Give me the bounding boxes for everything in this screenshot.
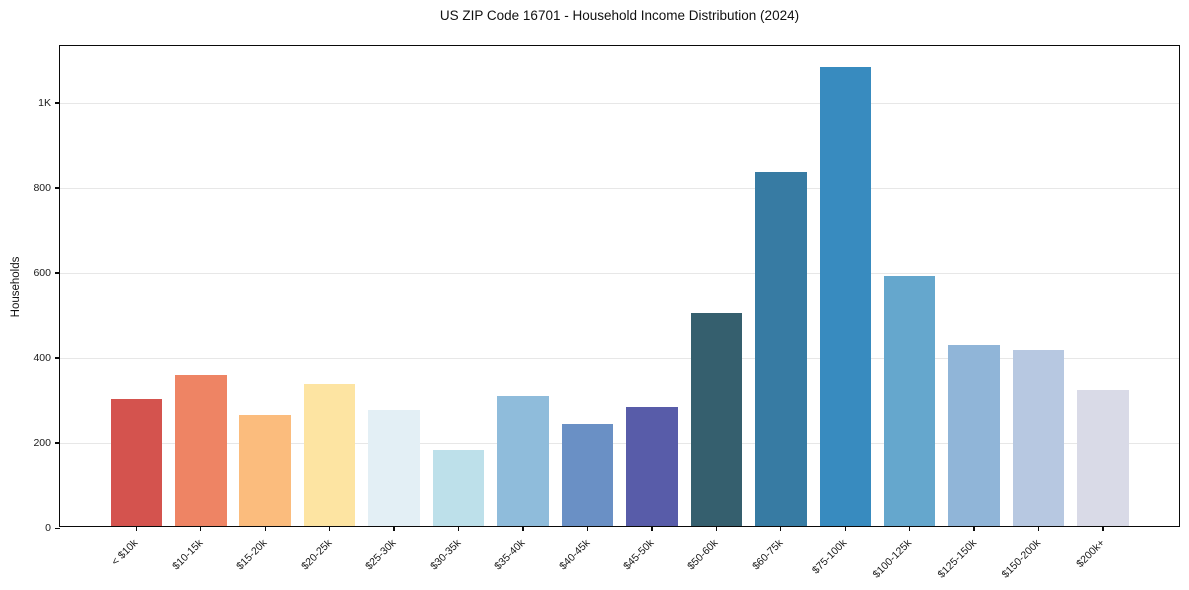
- x-tick-label: $40-45k: [556, 537, 592, 573]
- bar-200k: [1077, 389, 1129, 526]
- y-tick-label: 0: [45, 521, 51, 534]
- x-tick-mark: [522, 526, 524, 531]
- x-tick-label: $30-35k: [427, 537, 464, 573]
- x-tick-mark: [715, 526, 718, 531]
- y-tick-mark: [55, 357, 60, 359]
- x-tick-label: $35-40k: [492, 537, 528, 573]
- y-tick-mark: [55, 187, 60, 189]
- x-tick-mark: [780, 526, 782, 531]
- x-tick-label: $60-75k: [749, 537, 786, 573]
- x-tick-label: $50-60k: [685, 537, 721, 573]
- x-tick-label: < $10k: [109, 537, 141, 568]
- x-tick-mark: [973, 526, 975, 531]
- bar-25-30k: [368, 410, 420, 526]
- bar-15-20k: [239, 415, 291, 526]
- x-tick-mark: [586, 526, 589, 531]
- bar-10-15k: [175, 374, 227, 526]
- y-tick-mark: [55, 102, 60, 104]
- x-tick-label: $100-125k: [870, 537, 915, 581]
- bar-45-50k: [626, 407, 678, 526]
- gridline: [60, 187, 1179, 189]
- x-tick-mark: [1037, 526, 1040, 531]
- y-tick-label: 800: [33, 181, 51, 194]
- bar-40-45k: [561, 423, 614, 526]
- y-tick-mark: [55, 442, 60, 444]
- gridline: [60, 272, 1179, 274]
- bar-75-100k: [819, 66, 871, 526]
- x-tick-label: $45-50k: [621, 537, 657, 573]
- x-tick-label: $125-150k: [935, 537, 979, 581]
- bar-20-25k: [303, 384, 356, 526]
- x-tick-mark: [909, 526, 911, 531]
- x-tick-label: $10-15k: [169, 537, 206, 573]
- y-tick-label: 1K: [38, 96, 51, 109]
- y-tick-mark: [55, 527, 60, 529]
- x-tick-label: $200k+: [1074, 537, 1108, 571]
- bar-30-35k: [432, 449, 485, 526]
- bar-100-125k: [883, 275, 936, 526]
- x-tick-label: $75-100k: [810, 537, 850, 577]
- x-tick-label: $15-20k: [234, 537, 270, 573]
- x-tick-mark: [264, 526, 266, 531]
- x-tick-mark: [393, 526, 395, 531]
- y-tick-label: 200: [33, 436, 51, 449]
- bar-35-40k: [497, 396, 549, 526]
- gridline: [60, 442, 1179, 444]
- chart-title: US ZIP Code 16701 - Household Income Dis…: [439, 8, 800, 23]
- y-tick-label: 400: [33, 351, 51, 364]
- x-tick-mark: [135, 526, 137, 531]
- x-tick-label: $25-30k: [363, 537, 399, 573]
- gridline: [60, 357, 1179, 359]
- y-axis-label: Households: [10, 256, 22, 318]
- x-tick-mark: [457, 526, 460, 531]
- bar-150-200k: [1012, 349, 1065, 526]
- bar-125-150k: [948, 345, 1000, 526]
- gridline: [60, 102, 1179, 104]
- x-tick-mark: [328, 526, 331, 531]
- bar-50-60k: [690, 312, 743, 526]
- x-tick-mark: [651, 526, 653, 531]
- bar-10k: [110, 398, 163, 526]
- x-tick-mark: [844, 526, 846, 531]
- x-tick-mark: [1102, 526, 1104, 531]
- x-tick-label: $150-200k: [999, 537, 1044, 581]
- x-tick-label: $20-25k: [298, 537, 335, 573]
- y-tick-mark: [55, 272, 60, 274]
- y-tick-label: 600: [33, 266, 51, 279]
- x-tick-mark: [200, 526, 202, 531]
- plot-area: 0 200 400 600 800 1K < $10k $10-15k $15-20k $20-…: [33, 45, 1180, 581]
- bar-60-75k: [755, 171, 807, 526]
